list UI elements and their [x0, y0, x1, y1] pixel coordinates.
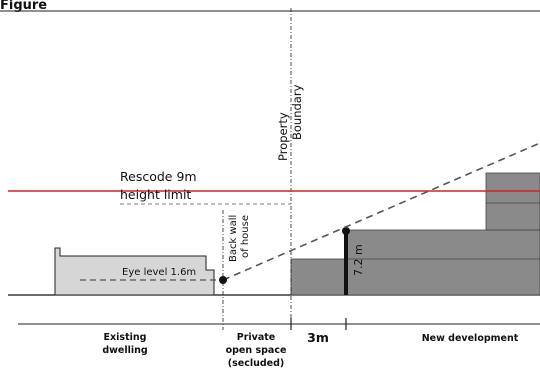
rescode-label-line2: height limit	[120, 187, 191, 202]
eye-level-dot	[219, 276, 227, 284]
private-open-space-label-line2: open space	[226, 345, 287, 356]
existing-dwelling-shape	[54, 247, 215, 296]
eye-level-label: Eye level 1.6m	[122, 267, 196, 278]
property-boundary-label-line2: Boundary	[290, 84, 304, 140]
private-open-space-label-line3: (secluded)	[228, 358, 284, 369]
back-wall-label-line1: Back wall	[228, 215, 239, 262]
height-dimension-label: 7.2 m	[352, 244, 365, 276]
rescode-label-line1: Rescode 9m	[120, 169, 197, 184]
property-boundary-label-line1: Property	[276, 112, 290, 161]
sight-line	[222, 142, 540, 281]
existing-dwelling-label-line1: Existing	[104, 332, 147, 343]
back-wall-label-line2: of house	[240, 215, 251, 258]
new-development-label: New development	[422, 333, 519, 344]
private-open-space-label-line1: Private	[237, 332, 276, 343]
figure-header-text: Figure	[0, 0, 47, 13]
new-development-low-block	[290, 258, 347, 296]
existing-dwelling-label-line2: dwelling	[102, 345, 147, 356]
setback-label: 3m	[307, 330, 329, 345]
height-dimension-top-dot	[342, 227, 350, 235]
new-development-main-block	[345, 229, 540, 296]
new-development-upper-block	[485, 172, 540, 231]
